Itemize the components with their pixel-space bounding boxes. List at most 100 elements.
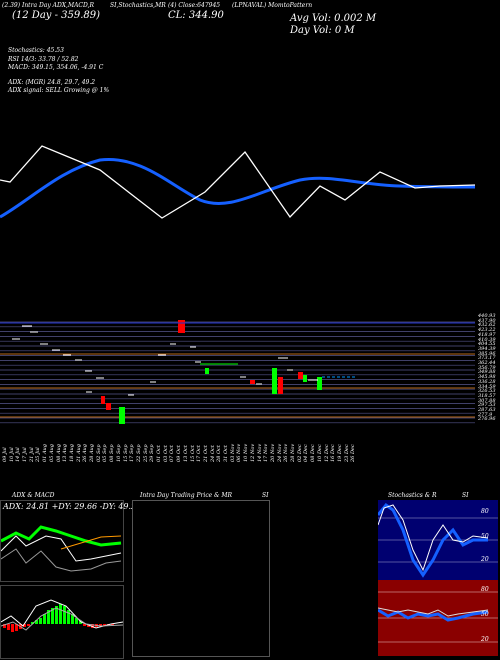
macd-bar — [55, 606, 58, 624]
macd-bar — [43, 614, 46, 624]
price-axis-label: 356.79 — [478, 364, 496, 371]
price-axis-label: 437.90 — [478, 317, 496, 324]
date-axis-label: 12 Nov — [249, 443, 256, 462]
price-axis-label: 287.63 — [478, 407, 496, 414]
price-axis: 440.93 437.90 432.62 423.22 418.97 410.39 404.… — [478, 314, 500, 422]
stochastics-tag: SI,Stochastics,MR — [110, 2, 166, 9]
macd-panel — [0, 585, 124, 659]
si-label-1: SI — [262, 492, 269, 499]
date-axis-label: 31 Oct — [223, 445, 230, 462]
macd-bar — [79, 621, 82, 624]
header-line1: (2.39) Intra Day ADX,MACD,R — [2, 2, 95, 9]
price-axis-label: 307.88 — [478, 397, 496, 404]
date-axis-label: 10 Dec — [316, 444, 323, 462]
price-axis-label: 373.17 — [478, 355, 496, 362]
adx-panel-title: ADX & MACD — [12, 492, 55, 499]
price-candles — [12, 320, 355, 424]
adx-value: ADX: (MGR) 24.8, 29.7, 49.2 — [8, 79, 96, 86]
price-gridlines — [0, 321, 475, 424]
macd-bar — [59, 604, 62, 624]
macd-bar — [67, 610, 70, 624]
date-axis-label: 13 Oct — [182, 445, 189, 462]
price-axis-label: 362.44 — [478, 360, 496, 367]
date-axis-label: 19 Dec — [336, 444, 343, 462]
ema-text: (12 Day - 359.89) — [12, 10, 101, 21]
date-axis-label: 28 Nov — [290, 443, 297, 462]
adx-signal: ADX signal: SELL Growing @ 1% — [8, 87, 110, 94]
price-axis-label: 277.9 — [478, 411, 493, 418]
macd-bar — [39, 618, 42, 624]
date-axis-label: 09 Jul — [2, 447, 8, 462]
date-axis-label: 01 Oct — [156, 445, 163, 462]
macd-bar — [35, 620, 38, 624]
adx-panel-values: ADX: 24.81 +DY: 29.66 -DY: 49.22 — [3, 502, 142, 511]
rsi-panel: 80 50 20 — [378, 580, 498, 656]
avg-volume: Avg Vol: 0.002 M — [290, 13, 377, 24]
price-axis-label: 432.62 — [478, 322, 496, 329]
white-macd-line — [0, 145, 476, 219]
price-axis-label: 385.96 — [478, 350, 496, 357]
macd-bar — [103, 624, 106, 626]
macd-bar — [27, 624, 30, 626]
stoch-panel-title: Stochastics & R — [388, 492, 437, 499]
macd-bar — [63, 606, 66, 624]
price-axis-label: 418.97 — [478, 331, 496, 338]
si-label-2: SI — [462, 492, 469, 499]
day-volume: Day Vol: 0 M — [290, 25, 355, 36]
macd-bar — [75, 618, 78, 624]
date-axis-label: 18 Aug — [68, 444, 75, 462]
intraday-panel — [132, 500, 270, 657]
macd-value: MACD: 349.15, 354.06, -4.91 C — [8, 64, 104, 71]
price-axis-label: 394.39 — [478, 345, 496, 352]
date-axis-label: 26 Dec — [350, 444, 357, 462]
macd-bar — [111, 624, 114, 625]
price-axis-label: 349.88 — [478, 369, 496, 376]
price-axis-label: 336.28 — [478, 378, 496, 385]
blue-signal-line — [0, 157, 476, 219]
date-axis-label: 20 Nov — [269, 443, 276, 462]
rsi-value: RSI 14/3: 33.78 / 52.82 — [8, 56, 79, 63]
close-tag: (4) Close:647945 — [168, 2, 221, 9]
close-price: CL: 344.90 — [168, 10, 224, 21]
price-axis-label: 345.98 — [478, 374, 496, 381]
symbol-label: (LPNAVAL) MomtoPattern — [232, 2, 313, 9]
date-axis-label: 10 Sep — [115, 444, 122, 462]
macd-bar — [3, 624, 6, 628]
macd-bar — [31, 622, 34, 624]
macd-bar — [11, 624, 14, 632]
rsi-scale-80: 80 — [481, 586, 489, 593]
adx-lines — [1, 525, 122, 572]
macd-bar — [91, 624, 94, 628]
stoch-scale-20: 20 — [481, 556, 489, 563]
macd-histogram — [1, 599, 123, 632]
date-axis-label: 28 Aug — [89, 444, 96, 462]
macd-bar — [47, 610, 50, 624]
rsi-lines — [378, 591, 498, 643]
date-axis-label: 05 Aug — [48, 444, 55, 462]
stoch-scale-50: 50 — [481, 533, 489, 540]
orange-lines — [0, 353, 475, 418]
stochastics-panel: 80 50 20 — [378, 500, 498, 580]
macd-bar — [71, 614, 74, 624]
macd-bar — [51, 608, 54, 624]
stoch-scale-80: 80 — [481, 508, 489, 515]
price-axis-label: 326.53 — [478, 388, 496, 395]
macd-bar — [7, 624, 10, 630]
date-axis: 09 Jul 10 Jul 14 Jul 17 Jul 21 Jul 25 Jul 01 A… — [2, 434, 362, 494]
price-axis-label: 423.22 — [478, 327, 496, 334]
rsi-scale-20: 20 — [481, 636, 489, 643]
date-axis-label: 22 Sep — [135, 444, 142, 462]
macd-bar — [83, 624, 86, 626]
price-axis-label: 318.57 — [478, 392, 496, 399]
intraday-panel-title: Intra Day Trading Price & MR — [140, 492, 233, 499]
stochastics-lines — [378, 502, 498, 578]
macd-bar — [15, 624, 18, 631]
adx-panel: ADX: 24.81 +DY: 29.66 -DY: 49.22 — [0, 500, 141, 582]
price-axis-label: 410.39 — [478, 336, 496, 343]
price-axis-label: 334.59 — [478, 383, 496, 390]
rsi-scale-50: 50 — [481, 611, 489, 618]
price-axis-label: 440.93 — [478, 313, 496, 319]
price-axis-label: 404.55 — [478, 341, 496, 348]
